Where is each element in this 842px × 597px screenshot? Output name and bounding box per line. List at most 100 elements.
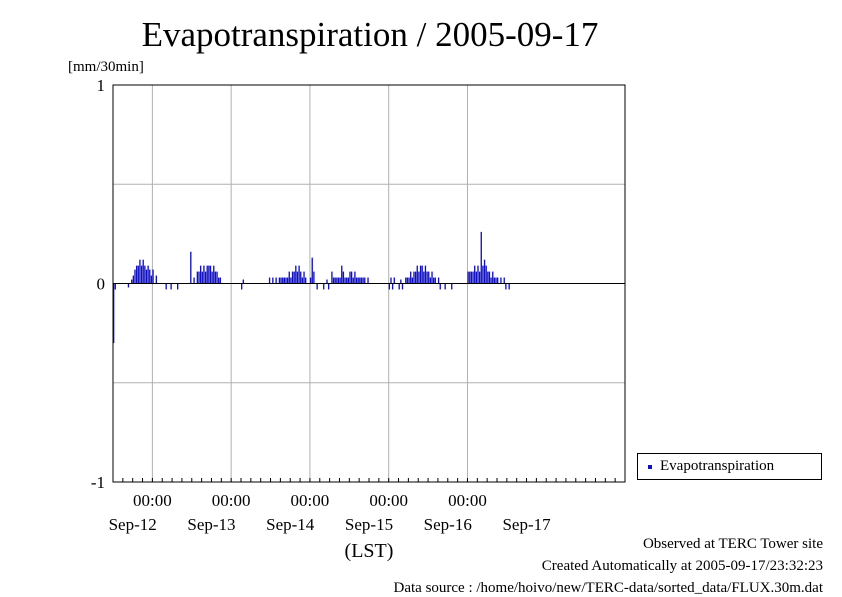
bar — [309, 277, 312, 284]
bar — [149, 269, 151, 284]
bar — [334, 277, 336, 284]
bar — [216, 271, 218, 284]
bar — [418, 271, 420, 284]
bar — [360, 277, 363, 284]
bar — [214, 271, 217, 284]
bar — [201, 271, 203, 284]
x-date-label: Sep-17 — [502, 515, 551, 534]
bar — [344, 277, 346, 284]
bar — [177, 283, 179, 290]
x-tick-labels: 00:00 00:00 00:00 00:00 00:00 Sep-12 Sep-13 Sep… — [109, 491, 552, 534]
bar — [437, 277, 440, 284]
bar — [278, 277, 281, 284]
bar — [337, 277, 340, 284]
bar — [241, 283, 243, 290]
bar — [305, 277, 307, 284]
chart-title: Evapotranspiration / 2005-09-17 — [142, 15, 599, 54]
bar — [428, 271, 430, 284]
bar — [423, 271, 425, 284]
bar — [327, 283, 330, 290]
bar — [359, 277, 361, 284]
bar — [206, 265, 208, 284]
bar — [355, 277, 358, 284]
bar — [311, 257, 313, 284]
bar — [388, 283, 391, 290]
bar — [144, 265, 146, 284]
x-date-label: Sep-13 — [187, 515, 235, 534]
bar — [426, 271, 428, 284]
bar — [298, 265, 300, 284]
bar — [497, 277, 499, 284]
bar — [393, 277, 395, 284]
bar — [208, 265, 210, 284]
bar — [414, 271, 417, 284]
footer-source: Data source : /home/hoivo/new/TERC-data/… — [393, 580, 824, 596]
axis-ticks — [112, 478, 626, 482]
bar — [135, 265, 138, 284]
legend-entry-evapotranspiration: Evapotranspiration — [660, 458, 775, 474]
bar — [500, 277, 502, 284]
bar — [145, 269, 148, 284]
x-time-tick-label: 00:00 — [212, 491, 251, 510]
bar — [282, 277, 284, 284]
bar — [150, 275, 153, 284]
y-tick-labels: -1 0 1 — [91, 76, 105, 492]
bar — [152, 269, 154, 284]
bar — [362, 277, 364, 284]
bar — [342, 271, 345, 284]
bar — [288, 271, 290, 284]
bar — [339, 277, 341, 284]
bar — [492, 271, 494, 284]
bar — [401, 283, 404, 290]
bar — [431, 271, 433, 284]
bar — [429, 277, 432, 284]
bar — [211, 271, 213, 284]
bar — [323, 283, 325, 290]
bar — [295, 265, 297, 284]
bar — [349, 271, 351, 284]
bar — [165, 283, 167, 290]
bar — [485, 265, 487, 284]
bar — [190, 251, 192, 284]
bar — [283, 277, 286, 284]
footer-observed: Observed at TERC Tower site — [642, 536, 823, 552]
footer-created: Created Automatically at 2005-09-17/23:3… — [541, 558, 823, 574]
bar — [316, 283, 318, 290]
bar — [346, 277, 348, 284]
bar — [203, 265, 205, 284]
bar — [444, 283, 446, 290]
bar — [480, 231, 482, 284]
y-tick-label: -1 — [91, 473, 105, 492]
bar — [132, 275, 135, 284]
bar — [470, 271, 473, 284]
bar — [411, 277, 414, 284]
bar — [391, 283, 394, 290]
bar — [198, 271, 200, 284]
bar — [487, 271, 489, 284]
bar — [367, 277, 369, 284]
bar — [326, 279, 328, 284]
bar — [483, 259, 486, 284]
bar — [405, 277, 407, 284]
bar — [193, 277, 195, 284]
bar — [474, 265, 476, 284]
bar — [413, 271, 415, 284]
bar — [434, 277, 436, 284]
bar — [155, 275, 158, 284]
bar — [451, 283, 453, 290]
bar — [300, 271, 302, 284]
bar — [131, 279, 133, 284]
x-date-label: Sep-16 — [424, 515, 472, 534]
bar — [503, 277, 505, 284]
bar — [204, 271, 207, 284]
bar — [354, 271, 356, 284]
x-date-label: Sep-15 — [345, 515, 393, 534]
bar — [408, 277, 410, 284]
bar — [357, 277, 359, 284]
bar — [147, 265, 149, 284]
bar — [213, 265, 215, 284]
x-time-tick-label: 00:00 — [291, 491, 330, 510]
bar — [352, 277, 354, 284]
bar — [127, 283, 130, 288]
